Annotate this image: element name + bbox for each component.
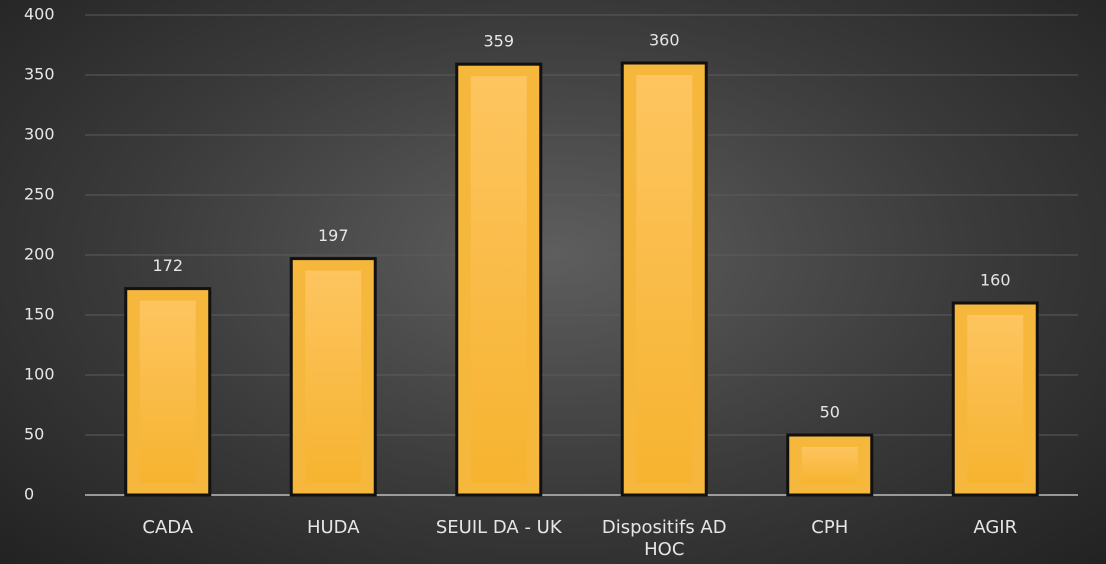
y-tick-label: 150 <box>24 305 55 324</box>
y-tick-label: 0 <box>24 485 34 504</box>
x-tick-label: SEUIL DA - UK <box>435 517 562 538</box>
value-label: 197 <box>318 226 349 245</box>
bar-highlight <box>967 315 1024 483</box>
value-label: 359 <box>483 32 514 51</box>
bar-highlight <box>801 447 858 483</box>
x-tick-label: CPH <box>811 517 849 538</box>
x-tick-label: AGIR <box>973 517 1018 538</box>
x-tick-label: HUDA <box>306 517 360 538</box>
y-tick-label: 200 <box>24 245 55 264</box>
value-label: 160 <box>980 271 1011 290</box>
y-tick-label: 50 <box>24 425 44 444</box>
bar-highlight <box>305 270 362 483</box>
bar-highlight <box>139 300 196 483</box>
y-tick-label: 400 <box>24 5 55 24</box>
x-tick-label: Dispositifs AD HOC <box>601 517 727 560</box>
y-tick-label: 350 <box>24 65 55 84</box>
bar-highlight <box>636 75 693 483</box>
value-label: 360 <box>649 31 680 50</box>
value-label: 172 <box>152 256 183 275</box>
x-tick-label: CADA <box>142 517 194 538</box>
y-tick-label: 100 <box>24 365 55 384</box>
y-tick-label: 300 <box>24 125 55 144</box>
value-label: 50 <box>820 403 840 422</box>
y-tick-label: 250 <box>24 185 55 204</box>
bar-highlight <box>470 76 527 483</box>
